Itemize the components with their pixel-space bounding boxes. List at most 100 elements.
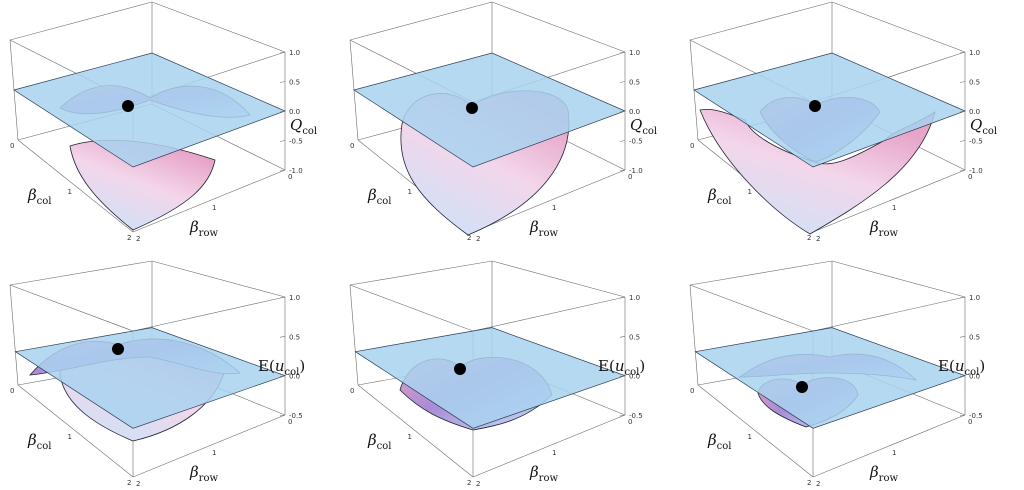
z-tick-mark xyxy=(619,110,626,113)
z-tick-label: 0.5 xyxy=(629,333,640,341)
y-tick-label: 2 xyxy=(136,235,140,243)
y-tick-label: 2 xyxy=(476,235,480,243)
z-tick-label: 0.0 xyxy=(969,373,980,381)
svg-text:βcol: βcol xyxy=(27,186,52,207)
z-tick-label: 0.0 xyxy=(289,108,300,116)
y-tick-label: 2 xyxy=(476,480,480,488)
z-tick-mark xyxy=(959,296,966,299)
z-tick-label: -0.5 xyxy=(289,412,303,420)
z-tick-label: 0.0 xyxy=(629,108,640,116)
reference-plane xyxy=(354,327,627,429)
y-tick-label: 1 xyxy=(212,204,216,212)
z-tick-mark xyxy=(279,110,286,113)
y-axis-label-sub: row xyxy=(199,228,219,239)
x-axis-label-sub: col xyxy=(377,196,392,207)
z-tick-label: 0.5 xyxy=(969,79,980,87)
y-tick-label: 1 xyxy=(892,204,896,212)
y-axis-label: β xyxy=(869,463,879,481)
y-tick-label: 1 xyxy=(552,449,556,457)
svg-text:βcol: βcol xyxy=(707,431,732,452)
y-tick-label: 1 xyxy=(552,204,556,212)
z-tick-label: 1.0 xyxy=(969,49,980,57)
x-tick-label: 1 xyxy=(748,188,752,196)
x-tick-label: 1 xyxy=(68,433,72,441)
z-axis-label: Q xyxy=(630,116,642,134)
x-axis-label: β xyxy=(367,431,377,449)
z-tick-label: -1.0 xyxy=(629,167,643,175)
svg-text:βcol: βcol xyxy=(367,431,392,452)
z-tick-mark xyxy=(959,375,966,377)
z-tick-label: -0.5 xyxy=(629,412,643,420)
x-axis-label: β xyxy=(27,431,37,449)
reference-plane xyxy=(694,327,967,429)
svg-text:βrow: βrow xyxy=(869,218,898,239)
z-tick-mark xyxy=(619,51,626,54)
z-tick-label: 0.5 xyxy=(969,333,980,341)
x-tick-label: 0 xyxy=(690,387,694,395)
z-tick-label: -0.5 xyxy=(629,138,643,146)
x-axis-label-sub: col xyxy=(37,441,52,452)
svg-text:βrow: βrow xyxy=(189,218,218,239)
svg-text:βrow: βrow xyxy=(189,463,218,484)
svg-text:βcol: βcol xyxy=(367,186,392,207)
y-tick-label: 0 xyxy=(288,418,292,426)
z-tick-mark xyxy=(279,414,286,417)
z-tick-label: 0.5 xyxy=(289,79,300,87)
z-axis-label-sub: col xyxy=(982,126,997,137)
z-tick-mark xyxy=(959,140,966,142)
z-tick-mark xyxy=(959,81,966,83)
z-axis-label-sub: col xyxy=(642,126,657,137)
marker-dot xyxy=(796,381,808,393)
z-tick-label: -0.5 xyxy=(969,412,983,420)
x-tick-label: 2 xyxy=(807,479,811,487)
y-axis-label: β xyxy=(869,218,879,236)
svg-text:Qcol: Qcol xyxy=(630,116,657,137)
x-tick-label: 0 xyxy=(10,142,14,150)
z-tick-label: 1.0 xyxy=(289,49,300,57)
x-tick-label: 1 xyxy=(68,188,72,196)
axes-box xyxy=(689,260,966,478)
y-axis-label-sub: row xyxy=(879,228,899,239)
x-tick-label: 0 xyxy=(690,142,694,150)
z-tick-mark xyxy=(619,296,626,299)
y-tick-label: 2 xyxy=(816,235,820,243)
svg-text:Qcol: Qcol xyxy=(290,116,317,137)
z-axis-label: Q xyxy=(290,116,302,134)
z-axis-label: E(ucol) xyxy=(258,357,305,378)
z-tick-mark xyxy=(619,375,626,377)
x-tick-label: 2 xyxy=(127,479,131,487)
y-axis-label: β xyxy=(189,218,199,236)
z-tick-label: 1.0 xyxy=(629,294,640,302)
svg-text:βrow: βrow xyxy=(529,218,558,239)
z-tick-label: 0.5 xyxy=(289,333,300,341)
z-tick-label: -0.5 xyxy=(289,138,303,146)
y-axis-label-sub: row xyxy=(879,473,899,484)
z-tick-label: 0.0 xyxy=(969,108,980,116)
x-axis-label-sub: col xyxy=(717,441,732,452)
y-tick-label: 0 xyxy=(968,173,972,181)
x-tick-label: 1 xyxy=(408,433,412,441)
x-axis-label: β xyxy=(707,186,717,204)
svg-text:Qcol: Qcol xyxy=(970,116,997,137)
z-axis-label-sub: col xyxy=(302,126,317,137)
z-tick-mark xyxy=(279,169,286,172)
x-axis-label-sub: col xyxy=(717,196,732,207)
x-axis-label: β xyxy=(707,431,717,449)
z-tick-mark xyxy=(279,51,286,54)
y-tick-label: 0 xyxy=(628,418,632,426)
z-tick-mark xyxy=(619,414,626,417)
x-tick-label: 2 xyxy=(807,234,811,242)
y-tick-label: 2 xyxy=(816,480,820,488)
z-axis-label: E(ucol) xyxy=(598,357,645,378)
z-tick-label: 0.5 xyxy=(629,79,640,87)
z-tick-label: 0.0 xyxy=(629,373,640,381)
svg-text:βrow: βrow xyxy=(529,463,558,484)
z-tick-mark xyxy=(279,296,286,299)
marker-dot xyxy=(809,100,821,112)
x-tick-label: 0 xyxy=(350,387,354,395)
z-tick-mark xyxy=(619,81,626,83)
